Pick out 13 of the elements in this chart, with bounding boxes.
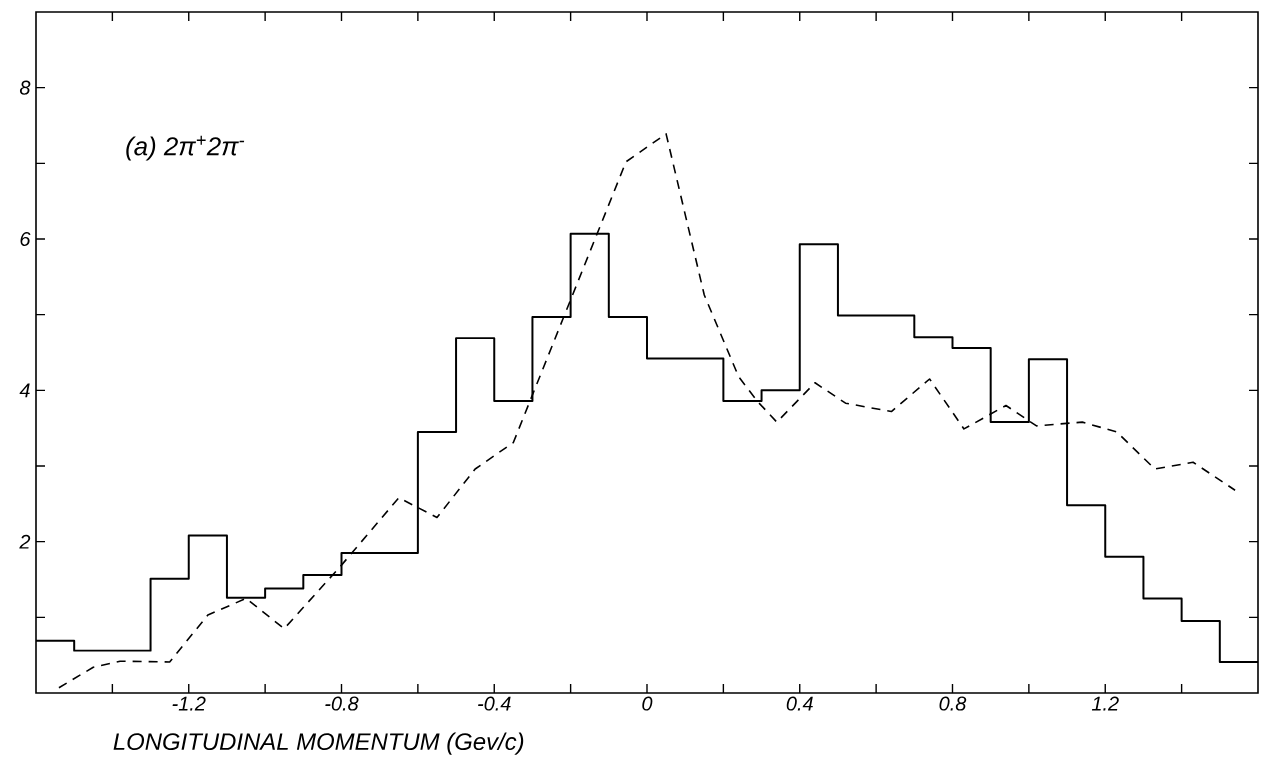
x-tick-label: -0.4 <box>478 696 511 711</box>
y-tick-label: 6 <box>20 231 31 247</box>
x-tick-label: 0 <box>642 696 653 711</box>
y-tick-label: 4 <box>19 383 30 398</box>
annotation: (a) 2π$^{+}$2π$^{-}$ <box>126 135 245 161</box>
y-tick-label: 2 <box>19 534 31 549</box>
x-tick-label: 0.4 <box>786 696 813 711</box>
x-tick-label: 0.8 <box>939 696 967 711</box>
y-tick-label: 8 <box>19 80 31 95</box>
x-axis-title: LONGITUDINAL MOMENTUM (Gev/c) <box>113 732 524 755</box>
x-tick-label: -0.8 <box>325 696 359 711</box>
x-tick-label: -1.2 <box>172 696 206 711</box>
x-tick-label: 1.2 <box>1091 696 1119 711</box>
